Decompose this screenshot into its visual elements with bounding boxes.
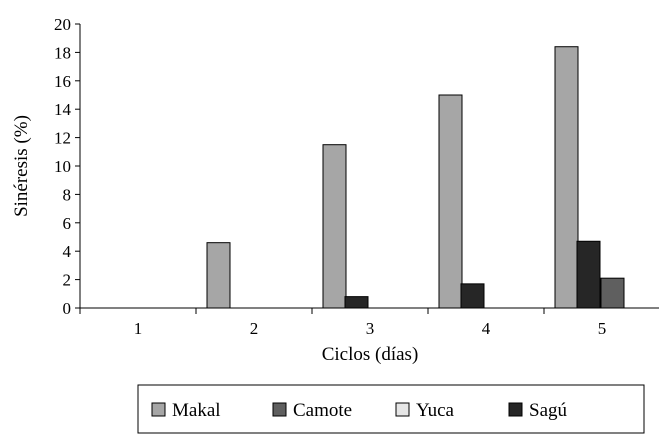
legend-label-makal: Makal [172, 400, 221, 421]
x-tick-label-4: 4 [482, 319, 491, 338]
legend: Makal Camote Yuca Sagú [137, 384, 645, 434]
bar-sagú-3 [460, 283, 485, 309]
y-tick-label-2: 2 [63, 271, 72, 290]
bar-makal-3 [322, 144, 347, 309]
y-tick-label-4: 4 [63, 242, 72, 261]
y-tick-label-16: 16 [54, 72, 71, 91]
bar-camote-5 [600, 277, 625, 309]
legend-swatch-yuca [395, 402, 410, 417]
y-tick-label-10: 10 [54, 157, 71, 176]
legend-label-sagú: Sagú [529, 400, 568, 421]
legend-swatch-sagú [508, 402, 523, 417]
y-tick-label-8: 8 [63, 185, 72, 204]
bar-sagú-2 [344, 296, 369, 309]
x-tick-label-5: 5 [598, 319, 607, 338]
y-tick-label-0: 0 [63, 299, 72, 318]
y-tick-label-14: 14 [54, 100, 72, 119]
legend-swatch-camote [272, 402, 287, 417]
y-tick-label-6: 6 [63, 214, 72, 233]
legend-box [137, 384, 645, 434]
x-tick-label-3: 3 [366, 319, 375, 338]
bar-sagú-4 [576, 240, 601, 309]
bar-makal-2 [206, 242, 231, 309]
legend-label-yuca: Yuca [416, 400, 455, 421]
y-tick-label-18: 18 [54, 43, 71, 62]
legend-swatch-makal [151, 402, 166, 417]
y-axis-title: Sinéresis (%) [11, 115, 32, 217]
x-tick-label-1: 1 [134, 319, 143, 338]
legend-label-camote: Camote [293, 400, 352, 421]
bar-makal-4 [438, 94, 463, 309]
bar-makal-5 [554, 46, 579, 309]
x-axis-title: Ciclos (días) [322, 344, 419, 365]
y-tick-label-12: 12 [54, 129, 71, 148]
x-tick-label-2: 2 [250, 319, 259, 338]
y-tick-label-20: 20 [54, 15, 71, 34]
